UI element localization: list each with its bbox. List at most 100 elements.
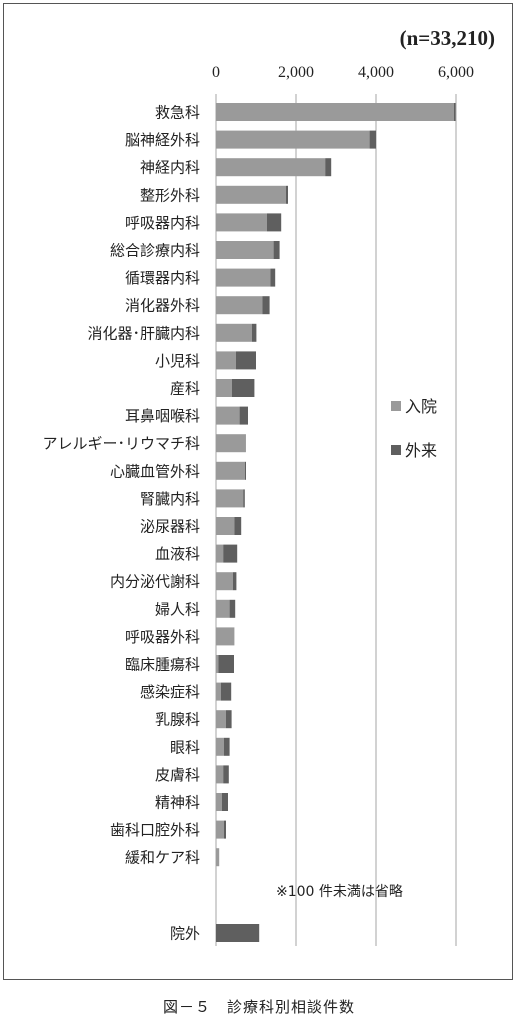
category-label: 整形外科: [140, 186, 200, 204]
bar-segment: [325, 158, 332, 177]
figure-caption: 図－５ 診療科別相談件数: [162, 998, 355, 1016]
category-label: 救急科: [155, 104, 200, 122]
category-label: 消化器･肝臓内科: [87, 324, 200, 342]
x-tick-label: 6,000: [438, 64, 474, 81]
bar-segment: [252, 323, 257, 342]
category-label: 消化器外科: [125, 297, 200, 315]
bars: [216, 103, 456, 942]
bar-segment: [224, 737, 230, 756]
bar-segment: [216, 737, 224, 756]
bar-segment: [216, 158, 326, 177]
category-label: 腎臓内科: [140, 490, 200, 508]
x-tick-label: 4,000: [358, 64, 394, 81]
bar-segment: [232, 379, 255, 397]
bar-segment: [216, 544, 224, 563]
x-tick-label: 2,000: [278, 64, 314, 81]
bar-segment: [216, 461, 245, 480]
category-label: 眼科: [170, 738, 200, 756]
bar-segment: [273, 241, 280, 259]
bar-segment: [244, 461, 246, 480]
x-tick-label: 0: [212, 64, 220, 81]
category-label: 小児科: [155, 352, 200, 370]
bar-segment: [216, 406, 240, 425]
bar-segment: [216, 682, 221, 701]
category-label: 脳神経外科: [125, 131, 200, 149]
bar-segment: [216, 185, 286, 204]
bar-segment: [239, 406, 248, 425]
bar-segment: [226, 710, 232, 729]
bar-segment: [224, 820, 226, 839]
category-label: 臨床腫瘍科: [125, 656, 200, 674]
bar-segment: [229, 599, 236, 618]
category-label: 歯科口腔外科: [110, 821, 200, 839]
legend: 入院 外来: [391, 397, 437, 460]
bar-segment: [216, 241, 274, 259]
bar-segment: [270, 268, 276, 287]
bar-segment: [216, 820, 224, 839]
category-label: 総合診療内科: [110, 242, 200, 260]
bar-chart: 0 2,000 4,000 6,000 救急科脳神経外科神経内科整形外科呼吸器内科総合…: [42, 26, 495, 946]
category-labels: 救急科脳神経外科神経内科整形外科呼吸器内科総合診療内科循環器内科消化器外科消化器…: [42, 104, 200, 943]
legend-swatch-inpatient: [391, 401, 401, 411]
bar-segment: [216, 710, 226, 729]
bar-segment: [223, 765, 229, 784]
bar-segment: [216, 793, 222, 811]
bar-segment: [216, 489, 244, 508]
category-label: 循環器内科: [125, 269, 200, 287]
bar-segment: [369, 130, 376, 149]
category-label: 内分泌代謝科: [110, 573, 200, 591]
bar-segment: [262, 296, 270, 315]
category-label: 院外: [170, 925, 200, 943]
category-label: 血液科: [155, 545, 200, 563]
category-label: 泌尿器科: [140, 518, 200, 536]
category-label: 皮膚科: [155, 766, 200, 784]
bar-segment: [216, 268, 271, 287]
bar-segment: [243, 489, 245, 508]
bar-segment: [216, 848, 220, 867]
bar-segment: [216, 599, 230, 618]
bar-segment: [236, 351, 256, 370]
bar-segment: [216, 379, 232, 397]
omission-note: ※100 件未満は省略: [276, 884, 403, 900]
category-label: 呼吸器内科: [125, 214, 200, 232]
bar-segment: [216, 103, 454, 121]
bar-segment: [266, 213, 282, 232]
legend-label-outpatient: 外来: [405, 441, 437, 460]
bar-segment: [216, 351, 236, 370]
category-label: 婦人科: [155, 600, 200, 618]
bar-segment: [216, 517, 235, 535]
bar-segment: [216, 323, 252, 342]
bar-segment: [216, 130, 370, 149]
category-label: 呼吸器外科: [125, 628, 200, 646]
category-label: 感染症科: [140, 683, 200, 701]
legend-swatch-outpatient: [391, 445, 401, 455]
bar-segment: [216, 213, 267, 232]
category-label: 耳鼻咽喉科: [125, 407, 200, 425]
bar-segment: [232, 572, 237, 591]
bar-segment: [234, 517, 242, 535]
category-label: 緩和ケア科: [125, 849, 200, 867]
bar-segment: [216, 296, 263, 315]
category-label: 乳腺科: [155, 711, 200, 729]
bar-segment: [216, 655, 219, 673]
category-label: 精神科: [155, 794, 200, 812]
bar-segment: [286, 185, 288, 204]
category-label: 産科: [170, 380, 200, 398]
category-label: アレルギー･リウマチ科: [42, 435, 200, 453]
bar-segment: [454, 103, 456, 121]
bar-segment: [223, 544, 238, 563]
bar-segment: [216, 924, 260, 942]
bar-segment: [244, 434, 246, 453]
bar-segment: [216, 765, 224, 784]
category-label: 神経内科: [140, 159, 200, 177]
bar-segment: [222, 793, 228, 811]
bar-segment: [216, 434, 245, 453]
category-label: 心臓血管外科: [110, 462, 200, 480]
legend-label-inpatient: 入院: [405, 397, 437, 416]
bar-segment: [216, 627, 235, 646]
bar-segment: [220, 682, 232, 701]
bar-segment: [218, 655, 234, 673]
bar-segment: [216, 572, 233, 591]
x-axis-ticks: 0 2,000 4,000 6,000: [212, 64, 474, 81]
sample-size-label: (n=33,210): [400, 26, 495, 50]
